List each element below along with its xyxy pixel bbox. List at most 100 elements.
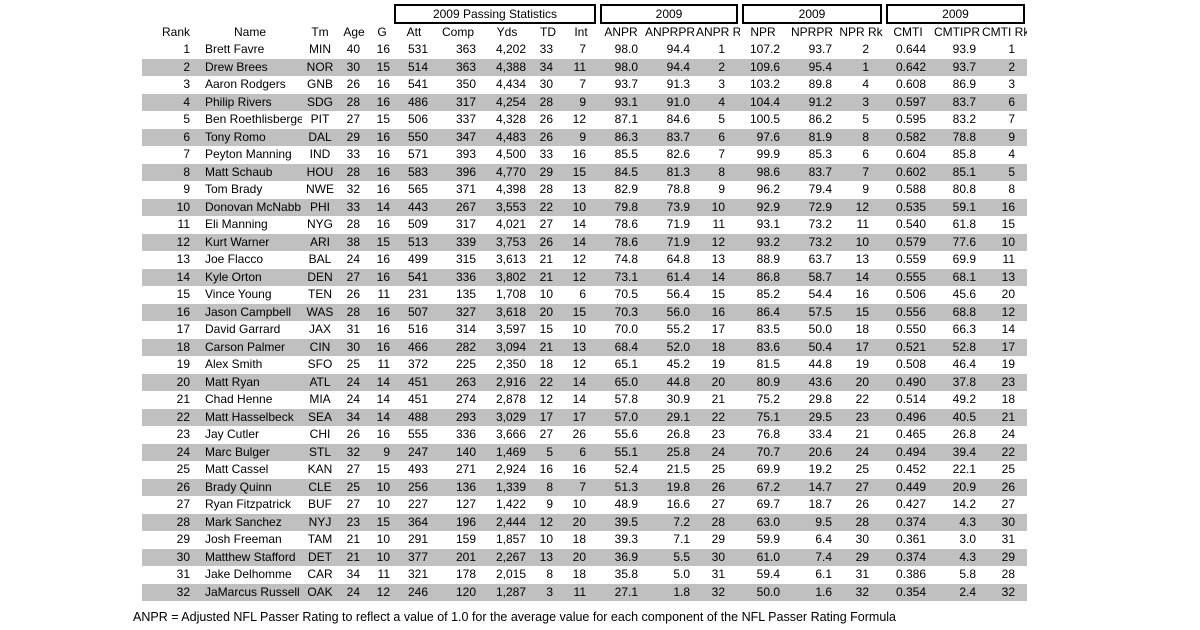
table-cell: 61.0	[740, 548, 786, 566]
table-cell: 3,597	[495, 322, 526, 336]
table-cell: 26	[982, 478, 1027, 496]
table-cell: 13	[572, 182, 586, 196]
table-cell: 18.7	[808, 497, 832, 511]
table-cell: 2,267	[482, 548, 532, 566]
table-cell: 0.604	[895, 147, 926, 161]
table-cell: 32	[696, 583, 740, 601]
table-cell: 32	[838, 583, 884, 601]
table-row: 4 Philip Rivers SDG 28 16 486 317 4,254 28 9 93.1 9…	[142, 93, 1027, 111]
table-cell: BAL	[308, 252, 332, 266]
table-cell: 225	[455, 357, 476, 371]
table-cell: 71.9	[666, 217, 690, 231]
table-cell: SDG	[302, 93, 338, 111]
table-cell: 20	[1001, 287, 1015, 301]
table-cell: GNB	[306, 77, 333, 91]
table-cell: 550	[394, 128, 434, 146]
table-cell: 25	[338, 478, 370, 496]
table-cell: 59.9	[756, 532, 780, 546]
table-cell: 52.8	[932, 338, 982, 356]
table-cell: 73.2	[808, 217, 832, 231]
table-cell: 10	[370, 478, 394, 496]
table-cell: 18	[142, 338, 198, 356]
table-row: 28 Mark Sanchez NYJ 23 15 364 196 2,444 12 20 39.5…	[142, 513, 1027, 531]
table-cell: 18	[855, 322, 869, 336]
table-cell: 20	[564, 513, 598, 531]
table-cell: 64.8	[666, 252, 690, 266]
table-cell: 15	[370, 58, 394, 76]
table-row: 27 Ryan Fitzpatrick BUF 27 10 227 127 1,422 9 10 4…	[142, 496, 1027, 514]
table-cell: 4,483	[482, 128, 532, 146]
table-cell: 16	[982, 198, 1027, 216]
table-cell: 56.0	[644, 303, 696, 321]
table-cell: 65.1	[614, 357, 638, 371]
table-cell: 0.582	[884, 128, 932, 146]
table-cell: 0.579	[884, 233, 932, 251]
table-cell: 55.6	[614, 427, 638, 441]
table-cell: 0.559	[895, 252, 926, 266]
table-cell: 39.4	[932, 443, 982, 461]
table-row: 14 Kyle Orton DEN 27 16 541 336 3,802 21 12 73.1 61…	[142, 268, 1027, 286]
table-cell: 451	[407, 392, 428, 406]
table-cell: Jake Delhomme	[205, 567, 292, 581]
table-cell: 26.8	[952, 427, 976, 441]
table-cell: 17	[532, 408, 564, 426]
table-cell: 4,434	[495, 77, 526, 91]
table-cell: 32	[142, 583, 198, 601]
table-cell: 78.6	[614, 217, 638, 231]
table-cell: 1	[1008, 42, 1015, 56]
table-cell: 76.8	[756, 427, 780, 441]
table-cell: 12	[572, 357, 586, 371]
table-cell: 5.0	[673, 567, 690, 581]
table-cell: 371	[455, 182, 476, 196]
table-cell: Matt Cassel	[205, 462, 269, 476]
table-cell: DAL	[302, 128, 338, 146]
table-cell: Peyton Manning	[205, 147, 292, 161]
table-cell: 11	[1002, 252, 1015, 266]
table-cell: 50.0	[740, 583, 786, 601]
table-cell: 7.1	[673, 532, 690, 546]
table-cell: 364	[394, 513, 434, 531]
table-cell: 40	[346, 42, 360, 56]
table-cell: 21	[855, 427, 869, 441]
table-cell: 0.452	[895, 462, 926, 476]
table-cell: 13	[855, 252, 869, 266]
table-row: 16 Jason Campbell WAS 28 16 507 327 3,618 20 15 70…	[142, 303, 1027, 321]
table-cell: DEN	[302, 268, 338, 286]
table-cell: 55.1	[598, 443, 644, 461]
table-cell: 2,444	[482, 513, 532, 531]
table-cell: 69.7	[756, 497, 780, 511]
table-cell: 82.9	[614, 182, 638, 196]
table-cell: CAR	[307, 567, 333, 581]
table-cell: 0.506	[895, 287, 926, 301]
column-header: ANPRPR	[644, 25, 695, 39]
column-header: Tm	[311, 25, 329, 39]
table-cell: 0.386	[895, 567, 926, 581]
table-cell: Brett Favre	[205, 42, 265, 56]
table-cell: Chad Henne	[205, 392, 273, 406]
table-cell: Joe Flacco	[205, 252, 264, 266]
table-cell: 0.374	[884, 548, 932, 566]
table-cell: 15	[711, 287, 725, 301]
table-cell: 10	[376, 532, 390, 546]
table-cell: 5	[862, 112, 869, 126]
table-cell: 337	[455, 112, 476, 126]
table-cell: 23	[982, 373, 1027, 391]
table-cell: 109.6	[740, 58, 786, 76]
table-cell: 31	[1001, 532, 1015, 546]
table-cell: 24	[1001, 427, 1015, 441]
table-row: 5 Ben Roethlisberger PIT 27 15 506 337 4,328 26 1…	[142, 111, 1027, 129]
table-cell: 22	[982, 443, 1027, 461]
table-cell: 24	[338, 583, 370, 601]
table-cell: 83.6	[740, 338, 786, 356]
table-cell: 11	[564, 58, 598, 76]
table-cell: OAK	[302, 583, 338, 601]
table-cell: NOR	[302, 58, 338, 76]
table-cell: 49.2	[952, 392, 976, 406]
table-cell: Matt Ryan	[198, 373, 302, 391]
table-cell: 29.8	[808, 392, 832, 406]
table-cell: 87.1	[614, 112, 638, 126]
column-header: NPR	[750, 25, 776, 39]
table-cell: 85.3	[808, 147, 832, 161]
table-cell: 9	[564, 93, 598, 111]
table-cell: 506	[407, 112, 428, 126]
